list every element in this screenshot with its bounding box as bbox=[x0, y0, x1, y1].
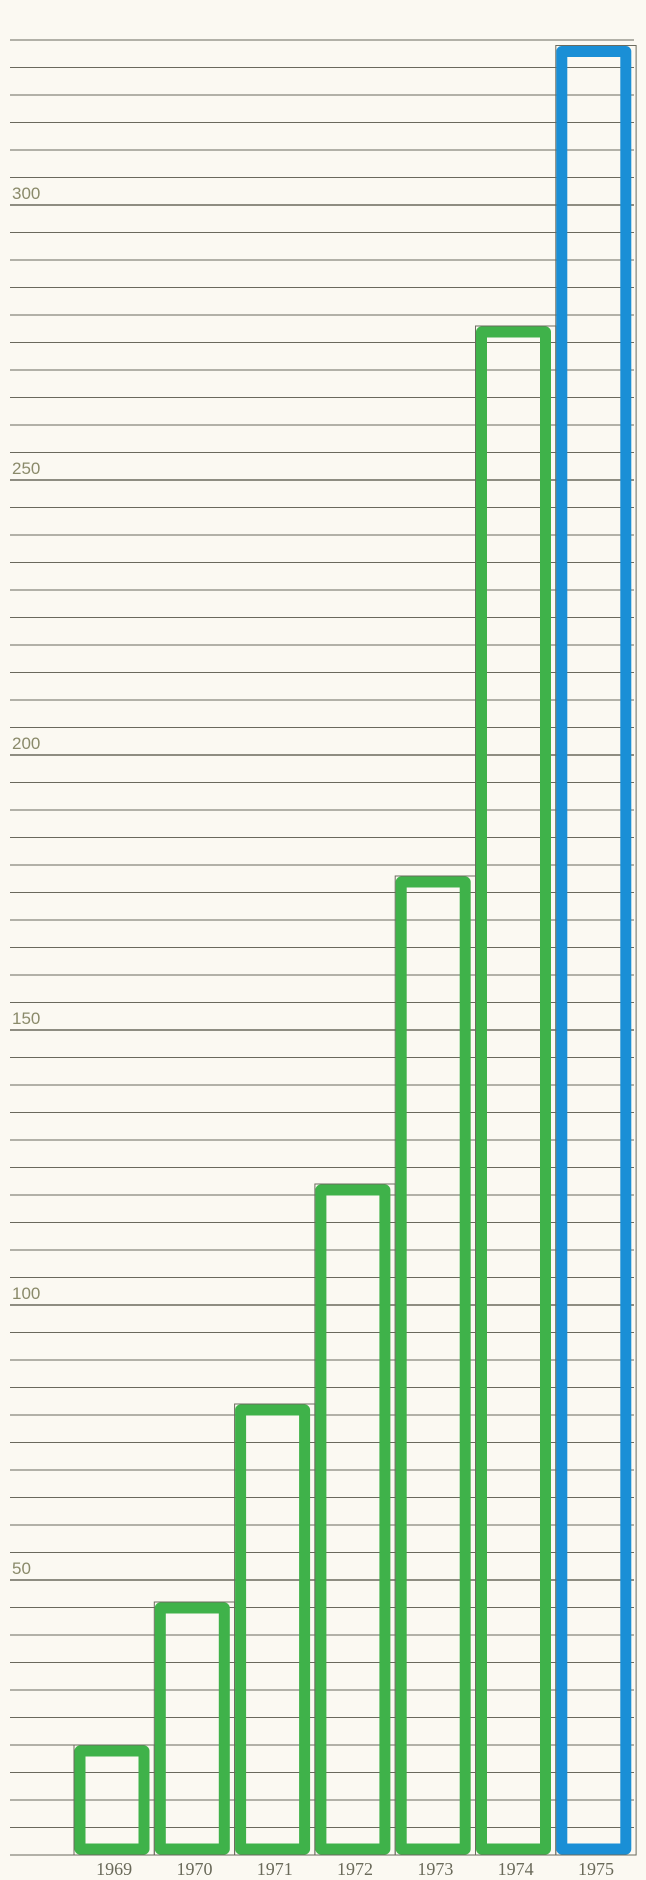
y-tick-labels: 50 100 150 200 250 300 bbox=[12, 184, 40, 1578]
x-tick-label: 1970 bbox=[176, 1859, 212, 1879]
x-tick-label: 1974 bbox=[498, 1859, 534, 1879]
bars bbox=[74, 46, 632, 1855]
bar-1970 bbox=[154, 1602, 230, 1855]
x-tick-label: 1971 bbox=[257, 1859, 293, 1879]
bar-1969 bbox=[74, 1745, 150, 1855]
x-tick-labels: 1969 1970 1971 1972 1973 1974 1975 bbox=[96, 1859, 614, 1879]
bar-1971 bbox=[235, 1404, 311, 1855]
y-tick-label: 200 bbox=[12, 734, 40, 753]
bar-frames bbox=[73, 45, 637, 1856]
y-tick-label: 300 bbox=[12, 184, 40, 203]
bar-1974 bbox=[476, 326, 551, 1855]
x-tick-label: 1972 bbox=[337, 1859, 373, 1879]
x-tick-label: 1975 bbox=[578, 1859, 614, 1879]
bar-frame bbox=[555, 45, 637, 1856]
y-tick-label: 50 bbox=[12, 1559, 31, 1578]
x-tick-label: 1973 bbox=[417, 1859, 453, 1879]
y-tick-label: 100 bbox=[12, 1284, 40, 1303]
bar-1975 bbox=[556, 46, 632, 1855]
bar-1973 bbox=[395, 876, 471, 1855]
bar-1972 bbox=[315, 1184, 391, 1855]
y-tick-label: 150 bbox=[12, 1009, 40, 1028]
y-tick-label: 250 bbox=[12, 459, 40, 478]
x-tick-label: 1969 bbox=[96, 1859, 132, 1879]
